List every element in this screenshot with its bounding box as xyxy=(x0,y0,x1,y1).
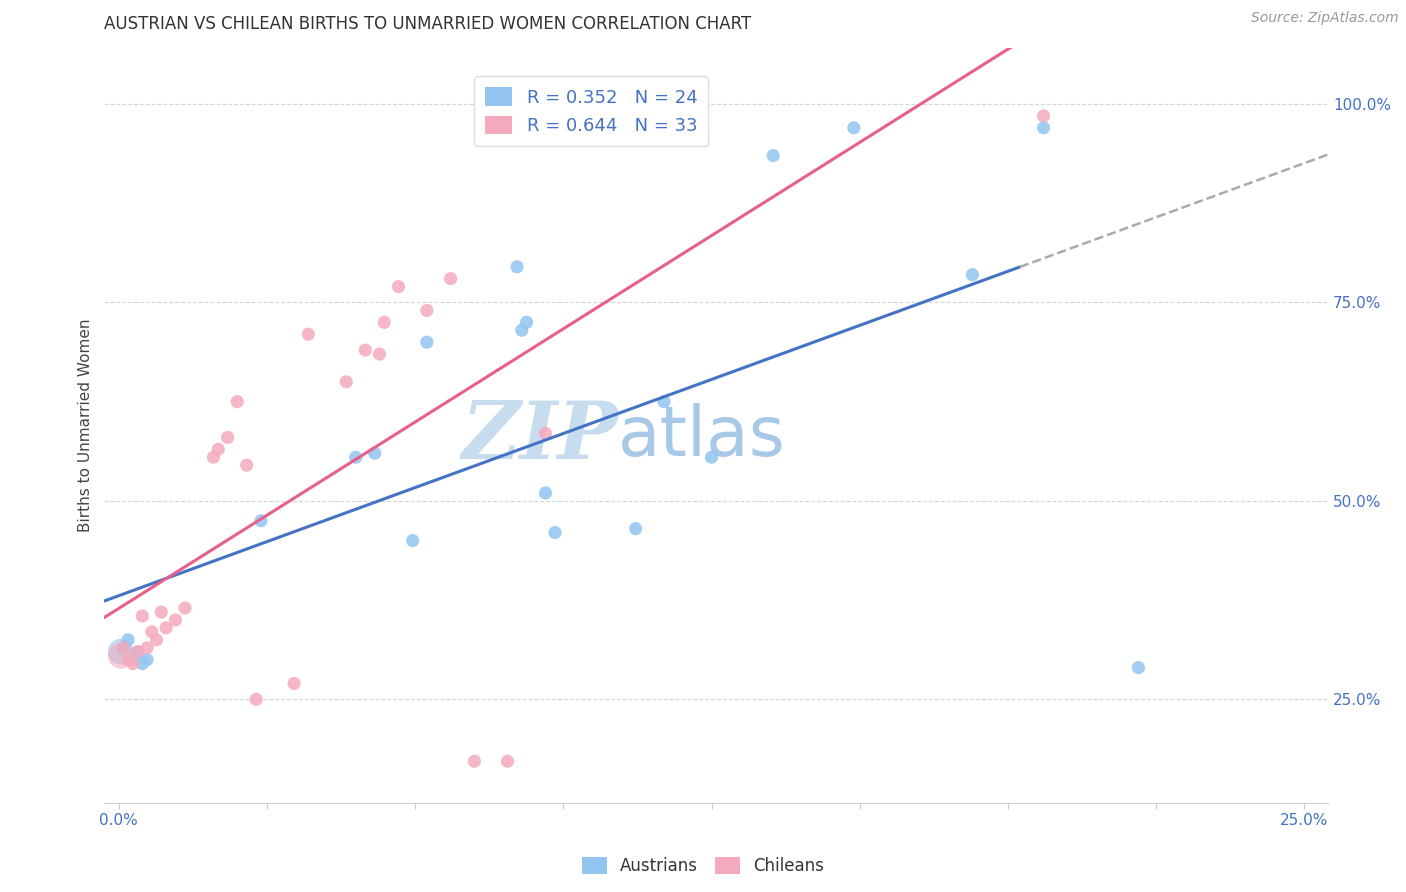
Point xyxy=(202,450,225,465)
Point xyxy=(402,533,425,548)
Point xyxy=(506,260,529,274)
Point xyxy=(1032,109,1054,123)
Point xyxy=(624,522,647,536)
Point xyxy=(652,394,675,409)
Point xyxy=(245,692,267,706)
Point xyxy=(127,645,149,659)
Point xyxy=(117,653,139,667)
Point xyxy=(335,375,357,389)
Point xyxy=(416,303,439,318)
Point xyxy=(510,323,533,337)
Point xyxy=(416,335,439,350)
Point xyxy=(544,525,567,540)
Point xyxy=(226,394,249,409)
Point xyxy=(297,327,319,342)
Point xyxy=(842,120,865,135)
Point xyxy=(501,117,523,131)
Text: atlas: atlas xyxy=(619,403,786,470)
Point xyxy=(364,446,387,460)
Point xyxy=(141,624,163,639)
Point xyxy=(131,609,153,624)
Point xyxy=(534,486,557,500)
Point xyxy=(110,645,132,659)
Point xyxy=(121,657,143,671)
Point xyxy=(136,640,159,655)
Point xyxy=(463,754,485,768)
Text: ZIP: ZIP xyxy=(461,398,619,475)
Y-axis label: Births to Unmarried Women: Births to Unmarried Women xyxy=(79,318,93,533)
Point xyxy=(534,426,557,441)
Point xyxy=(117,632,139,647)
Point xyxy=(1128,660,1150,674)
Text: Source: ZipAtlas.com: Source: ZipAtlas.com xyxy=(1251,11,1399,25)
Point xyxy=(145,632,167,647)
Point xyxy=(344,450,367,465)
Text: AUSTRIAN VS CHILEAN BIRTHS TO UNMARRIED WOMEN CORRELATION CHART: AUSTRIAN VS CHILEAN BIRTHS TO UNMARRIED … xyxy=(104,15,752,33)
Point xyxy=(700,450,723,465)
Point xyxy=(207,442,229,457)
Point xyxy=(387,279,409,293)
Point xyxy=(150,605,173,619)
Point xyxy=(127,645,149,659)
Point xyxy=(110,648,132,663)
Point xyxy=(112,640,135,655)
Point xyxy=(217,430,239,444)
Point xyxy=(515,315,537,329)
Point xyxy=(283,676,305,690)
Point xyxy=(112,640,135,655)
Point xyxy=(136,653,159,667)
Legend: Austrians, Chileans: Austrians, Chileans xyxy=(574,849,832,884)
Point xyxy=(174,601,197,615)
Point xyxy=(496,754,519,768)
Point xyxy=(962,268,984,282)
Point xyxy=(155,621,177,635)
Point xyxy=(121,653,143,667)
Point xyxy=(1032,120,1054,135)
Point xyxy=(440,271,463,285)
Point xyxy=(165,613,187,627)
Point xyxy=(510,109,533,123)
Point xyxy=(131,657,153,671)
Point xyxy=(368,347,391,361)
Legend: R = 0.352   N = 24, R = 0.644   N = 33: R = 0.352 N = 24, R = 0.644 N = 33 xyxy=(474,77,709,145)
Point xyxy=(373,315,395,329)
Point xyxy=(354,343,377,357)
Point xyxy=(250,514,273,528)
Point xyxy=(235,458,257,472)
Point xyxy=(762,148,785,162)
